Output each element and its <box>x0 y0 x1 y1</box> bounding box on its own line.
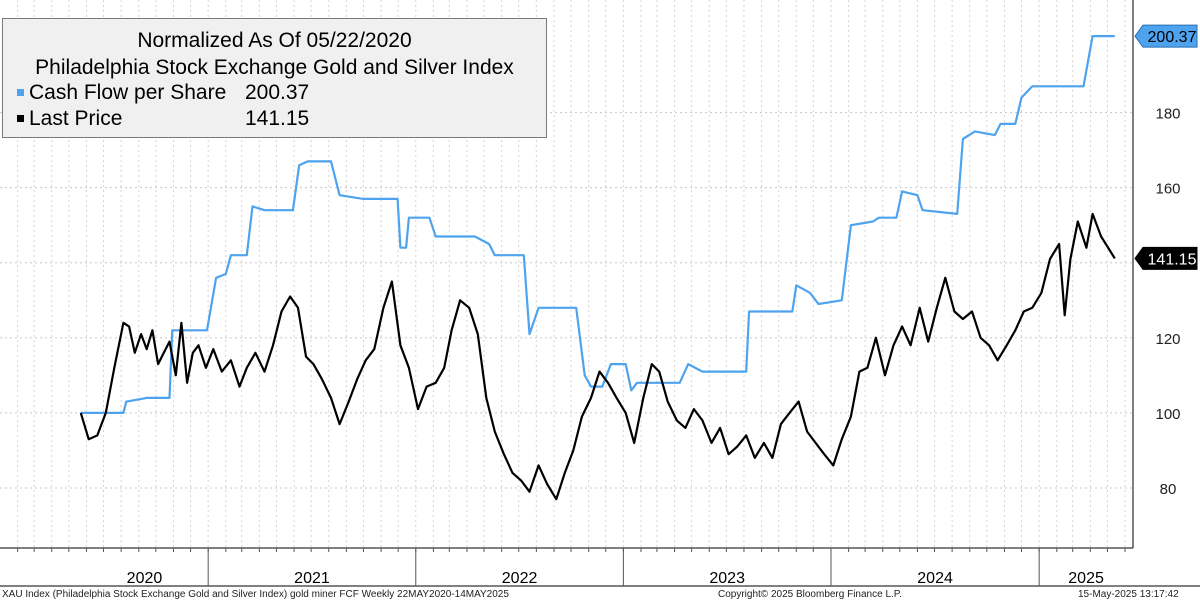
last-value-label-cash-flow: 200.37 <box>1148 29 1197 46</box>
footer-timestamp: 15-May-2025 13:17:42 <box>1078 589 1179 600</box>
axes: 80 100 120 160 180 2020 2021 2022 2023 2024 2025 <box>0 0 1200 587</box>
last-value-tag-last-price <box>1134 246 1198 270</box>
footer-copyright: Copyright© 2025 Bloomberg Finance L.P. <box>718 589 902 600</box>
last-value-label-last-price: 141.15 <box>1148 251 1197 268</box>
x-year-label-2023: 2023 <box>709 570 745 587</box>
legend-swatch-cash-flow <box>17 89 24 96</box>
legend-value-last-price: 141.15 <box>245 107 310 130</box>
x-year-label-2020: 2020 <box>127 570 163 587</box>
legend-box: Normalized As Of 05/22/2020 Philadelphia… <box>2 18 547 138</box>
y-tick-label-180: 180 <box>1155 106 1180 123</box>
x-year-label-2024: 2024 <box>917 570 953 587</box>
legend-label-cash-flow: Cash Flow per Share <box>29 81 227 104</box>
legend-swatch-last-price <box>17 115 24 122</box>
x-year-label-2025: 2025 <box>1068 570 1104 587</box>
legend-value-cash-flow: 200.37 <box>245 81 310 104</box>
x-year-label-2022: 2022 <box>502 570 538 587</box>
y-tick-label-100: 100 <box>1155 406 1180 423</box>
last-value-tag-cash-flow <box>1134 24 1198 48</box>
legend-title-line1: Normalized As Of 05/22/2020 <box>137 29 412 52</box>
legend-entry-cash-flow: Cash Flow per Share <box>17 81 226 105</box>
legend-title-line2: Philadelphia Stock Exchange Gold and Sil… <box>35 56 514 79</box>
y-tick-label-120: 120 <box>1155 331 1180 348</box>
y-tick-label-160: 160 <box>1155 181 1180 198</box>
series-lines <box>79 35 1116 501</box>
footer-description: XAU Index (Philadelphia Stock Exchange G… <box>2 589 509 600</box>
x-year-label-2021: 2021 <box>294 570 330 587</box>
y-tick-label-80: 80 <box>1160 481 1177 498</box>
legend-entry-last-price: Last Price <box>17 107 122 131</box>
series-line-cash-flow <box>80 35 1115 414</box>
legend-label-last-price: Last Price <box>29 107 123 130</box>
series-line-last-price <box>79 212 1116 501</box>
last-value-tags: 200.37 141.15 <box>1134 24 1198 270</box>
